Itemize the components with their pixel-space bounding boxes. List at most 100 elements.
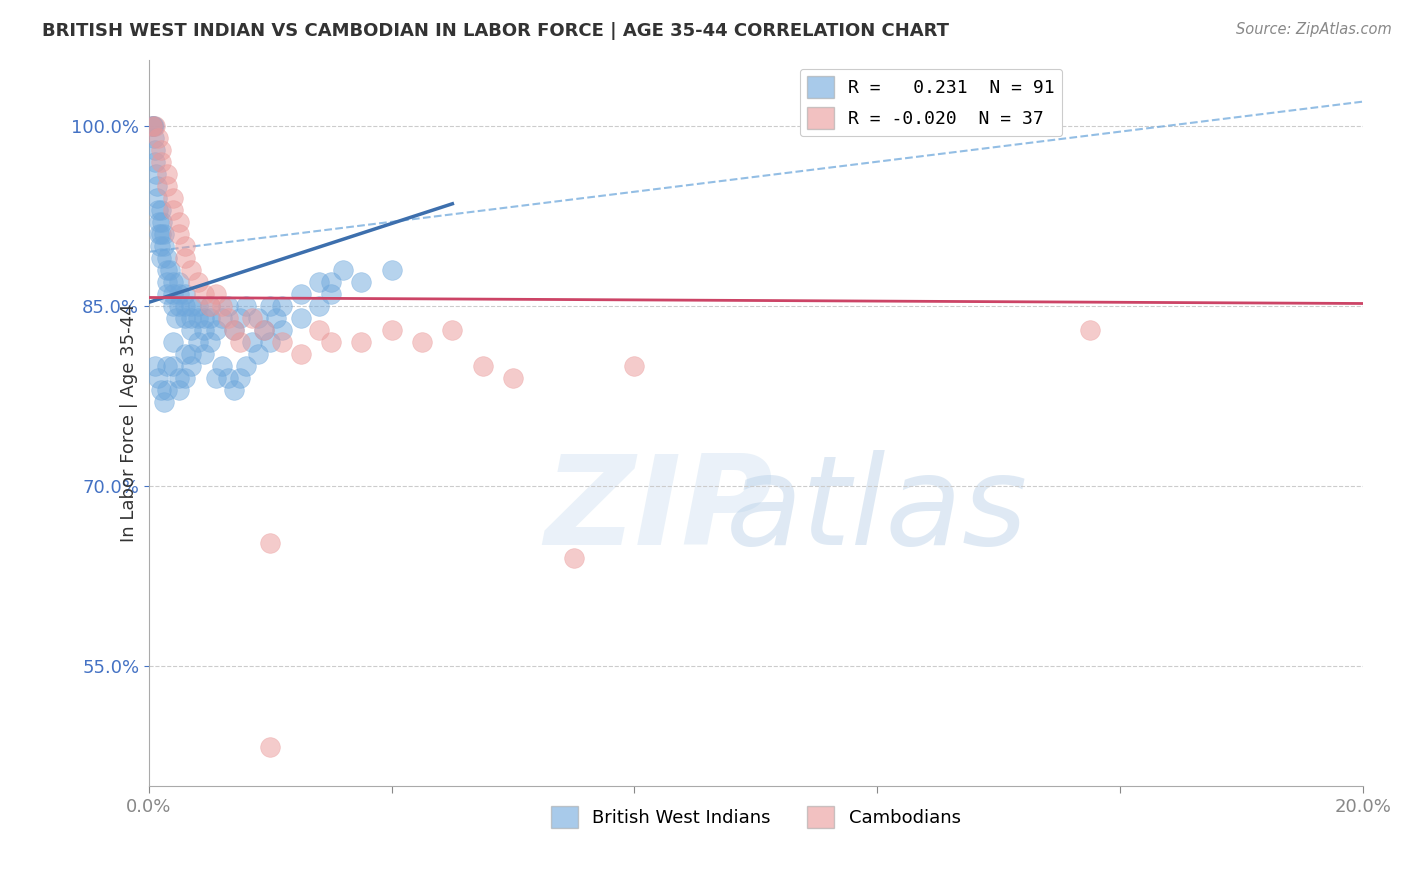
Point [148, 215, 170, 229]
Point [174, 347, 197, 361]
Point [156, 359, 179, 373]
Text: BRITISH WEST INDIAN VS CAMBODIAN IN LABOR FORCE | AGE 35-44 CORRELATION CHART: BRITISH WEST INDIAN VS CAMBODIAN IN LABO… [42, 22, 949, 40]
Point [411, 334, 433, 349]
Point [143, 154, 166, 169]
Point [143, 359, 166, 373]
Point [253, 323, 276, 337]
Point [148, 227, 170, 241]
Point [162, 359, 184, 373]
Point [169, 215, 191, 229]
Point [259, 739, 281, 754]
Point [471, 359, 494, 373]
Point [198, 299, 221, 313]
Point [441, 323, 464, 337]
Point [156, 178, 179, 193]
Point [186, 334, 208, 349]
Point [186, 275, 208, 289]
Point [381, 323, 404, 337]
Point [142, 119, 165, 133]
Point [332, 263, 354, 277]
Point [174, 371, 197, 385]
Point [217, 310, 239, 325]
Point [308, 323, 330, 337]
Point [229, 371, 252, 385]
Point [308, 299, 330, 313]
Point [350, 275, 373, 289]
Point [193, 286, 215, 301]
Point [186, 299, 208, 313]
Point [146, 371, 169, 385]
Point [193, 347, 215, 361]
Point [159, 263, 181, 277]
Point [150, 154, 173, 169]
Point [141, 119, 163, 133]
Point [174, 310, 197, 325]
Point [211, 310, 233, 325]
Point [156, 383, 179, 397]
Point [156, 167, 179, 181]
Point [156, 286, 179, 301]
Point [235, 359, 257, 373]
Point [174, 251, 197, 265]
Text: Source: ZipAtlas.com: Source: ZipAtlas.com [1236, 22, 1392, 37]
Text: ZIP: ZIP [544, 450, 773, 571]
Point [174, 286, 197, 301]
Point [623, 359, 645, 373]
Point [319, 275, 342, 289]
Point [169, 371, 191, 385]
Point [229, 334, 252, 349]
Legend: British West Indians, Cambodians: British West Indians, Cambodians [544, 799, 967, 836]
Point [180, 310, 202, 325]
Point [198, 334, 221, 349]
Point [350, 334, 373, 349]
Text: atlas: atlas [725, 450, 1028, 571]
Point [193, 323, 215, 337]
Point [169, 299, 191, 313]
Point [142, 119, 165, 133]
Point [266, 310, 288, 325]
Point [153, 227, 176, 241]
Point [156, 263, 179, 277]
Point [153, 395, 176, 409]
Point [146, 202, 169, 217]
Point [240, 310, 263, 325]
Point [229, 310, 252, 325]
Point [308, 275, 330, 289]
Point [381, 263, 404, 277]
Point [253, 323, 276, 337]
Point [174, 299, 197, 313]
Point [271, 323, 294, 337]
Point [222, 383, 245, 397]
Point [162, 334, 184, 349]
Point [222, 323, 245, 337]
Point [156, 251, 179, 265]
Point [143, 119, 166, 133]
Point [150, 251, 173, 265]
Point [141, 119, 163, 133]
Point [319, 286, 342, 301]
Point [150, 143, 173, 157]
Point [169, 286, 191, 301]
Point [146, 191, 169, 205]
Point [162, 286, 184, 301]
Point [180, 299, 202, 313]
Point [156, 275, 179, 289]
Point [142, 119, 165, 133]
Point [222, 323, 245, 337]
Point [174, 239, 197, 253]
Point [204, 286, 226, 301]
Point [1078, 323, 1101, 337]
Point [162, 202, 184, 217]
Point [169, 383, 191, 397]
Point [146, 130, 169, 145]
Point [235, 299, 257, 313]
Point [180, 359, 202, 373]
Point [180, 263, 202, 277]
Point [217, 371, 239, 385]
Point [150, 383, 173, 397]
Point [162, 275, 184, 289]
Point [259, 299, 281, 313]
Point [290, 310, 312, 325]
Point [180, 323, 202, 337]
Point [247, 310, 270, 325]
